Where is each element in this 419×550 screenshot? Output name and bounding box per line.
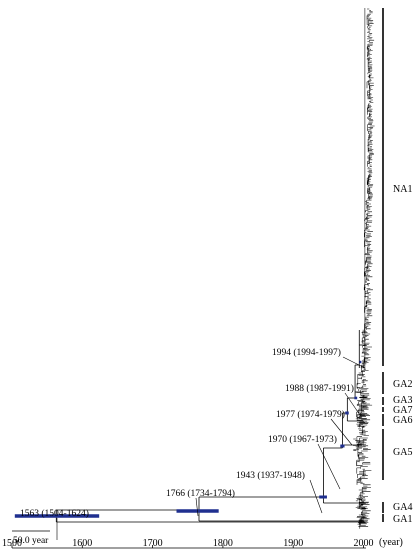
clade-label-ga7: GA7 <box>393 405 412 416</box>
label-leader-lines <box>56 356 366 540</box>
clade-label-ga3: GA3 <box>393 395 412 406</box>
internal-branches <box>55 330 366 523</box>
clade-label-na1: NA1 <box>393 184 412 195</box>
clade-label-ga4: GA4 <box>393 502 412 513</box>
axis-ticks: 1500 1600 1700 1800 1900 2000 <box>2 538 374 549</box>
leader-1994 <box>342 356 366 369</box>
axis-tick-label: 1500 <box>2 538 22 549</box>
node-label-1563: 1563 (1504-1624) <box>20 508 89 519</box>
tip-comb <box>353 8 375 529</box>
node-label-1988: 1988 (1987-1991) <box>285 383 354 394</box>
node-label-1977: 1977 (1974-1979) <box>276 409 345 420</box>
leader-1977 <box>330 418 353 446</box>
axis-unit-label: (year) <box>379 537 403 548</box>
leader-1766 <box>195 497 199 517</box>
node-label-1943: 1943 (1937-1948) <box>236 470 305 481</box>
leader-1943 <box>309 479 323 514</box>
clade-label-ga6: GA6 <box>393 415 412 426</box>
node-label-1994: 1994 (1994-1997) <box>272 347 341 358</box>
node-label-1766: 1766 (1734-1794) <box>166 488 235 499</box>
node-labels: 1563 (1504-1624) 1766 (1734-1794) 1943 (… <box>20 347 354 519</box>
clade-labels: NA1 GA2 GA3 GA7 GA6 GA5 GA4 GA1 <box>393 184 412 525</box>
clade-label-ga2: GA2 <box>393 379 412 390</box>
axis-tick-label: 1600 <box>72 538 92 549</box>
leader-1988 <box>344 392 363 419</box>
time-axis: 1500 1600 1700 1800 1900 2000 (year) <box>2 537 403 549</box>
node-label-1970: 1970 (1967-1973) <box>268 434 337 445</box>
axis-tick-label: 1700 <box>143 538 163 549</box>
scale-bar: 50.0 year <box>12 530 50 546</box>
axis-tick-label: 1800 <box>213 538 233 549</box>
axis-tick-label: 1900 <box>283 538 303 549</box>
leader-1970 <box>317 443 341 490</box>
axis-tick-label: 2000 <box>354 538 374 549</box>
clade-label-ga1: GA1 <box>393 514 412 525</box>
scale-bar-label: 50.0 year <box>13 536 49 546</box>
clade-label-ga5: GA5 <box>393 447 412 458</box>
tip-branches <box>353 8 375 529</box>
